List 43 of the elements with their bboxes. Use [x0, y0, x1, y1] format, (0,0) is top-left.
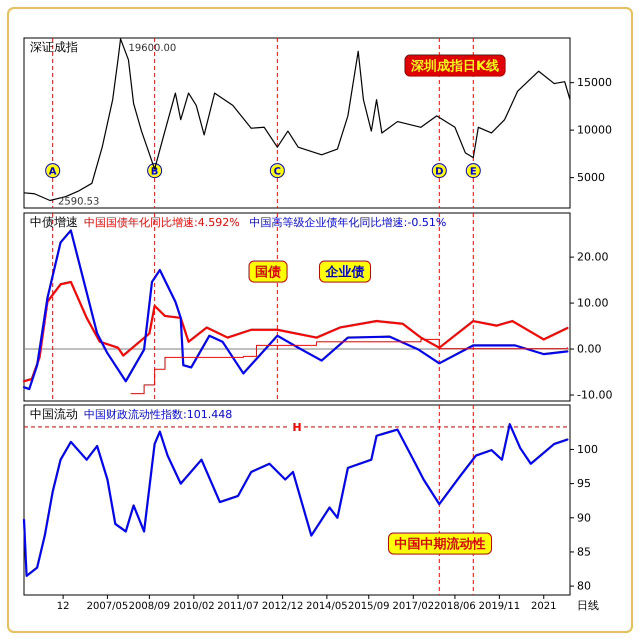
annotation: 企业债 [324, 265, 364, 280]
annotation: 19600.00 [128, 43, 176, 54]
ref-line-label: E [470, 166, 477, 178]
x-tick-label: 2018/06 [434, 601, 476, 612]
x-tick-label: 2010/02 [173, 601, 215, 612]
text: 中国国债年化同比增速:4.592% [84, 216, 240, 229]
annotation: 深圳成指日K线 [410, 59, 500, 74]
y-tick-label: 5000 [577, 171, 605, 184]
x-tick-label: 12 [56, 601, 70, 612]
x-tick-label: 2017/02 [392, 601, 434, 612]
x-tick-label: 2008/09 [128, 601, 170, 612]
x-tick-label: 2015/09 [348, 601, 390, 612]
annotation: 2590.53 [58, 196, 100, 208]
x-tick-label: 2011/07 [217, 601, 259, 612]
annotation: 中国中期流动性 [394, 536, 486, 552]
y-tick-label: 15000 [577, 76, 612, 90]
x-tick-label: 2007/05 [86, 601, 128, 612]
text: 中国高等级企业债年化同比增速:-0.51% [250, 216, 446, 229]
x-tick-label: 2019/11 [478, 601, 520, 612]
chart-title: 中债增速 [30, 215, 78, 229]
x-tick-label: 2014/05 [306, 601, 348, 612]
y-tick-label: 85 [577, 545, 591, 558]
annotation: 国债 [255, 265, 281, 280]
y-tick-label: 10.00 [577, 296, 608, 310]
y-tick-label: 80 [577, 580, 591, 593]
ref-line-label: B [150, 166, 158, 178]
y-tick-label: 95 [577, 477, 591, 490]
series-label: 中国财政流动性指数:101.448 [84, 408, 232, 421]
chart-title: 中国流动 [30, 407, 78, 421]
x-tick-label: 2012/12 [262, 601, 304, 612]
chart-title: 深证成指 [30, 40, 78, 54]
ref-line-label: H [292, 420, 302, 434]
text: 日线 [577, 599, 599, 612]
ref-line-label: C [274, 166, 282, 178]
ref-line-label: D [435, 166, 444, 178]
y-tick-label: -10.00 [577, 388, 612, 402]
y-tick-label: 90 [577, 511, 591, 524]
x-tick-label: 2021 [531, 601, 556, 612]
y-tick-label: 20.00 [577, 250, 608, 264]
y-tick-label: 100 [577, 442, 598, 456]
y-tick-label: 10000 [577, 124, 612, 137]
y-tick-label: 0.00 [577, 342, 602, 356]
ref-line-label: A [48, 166, 57, 178]
